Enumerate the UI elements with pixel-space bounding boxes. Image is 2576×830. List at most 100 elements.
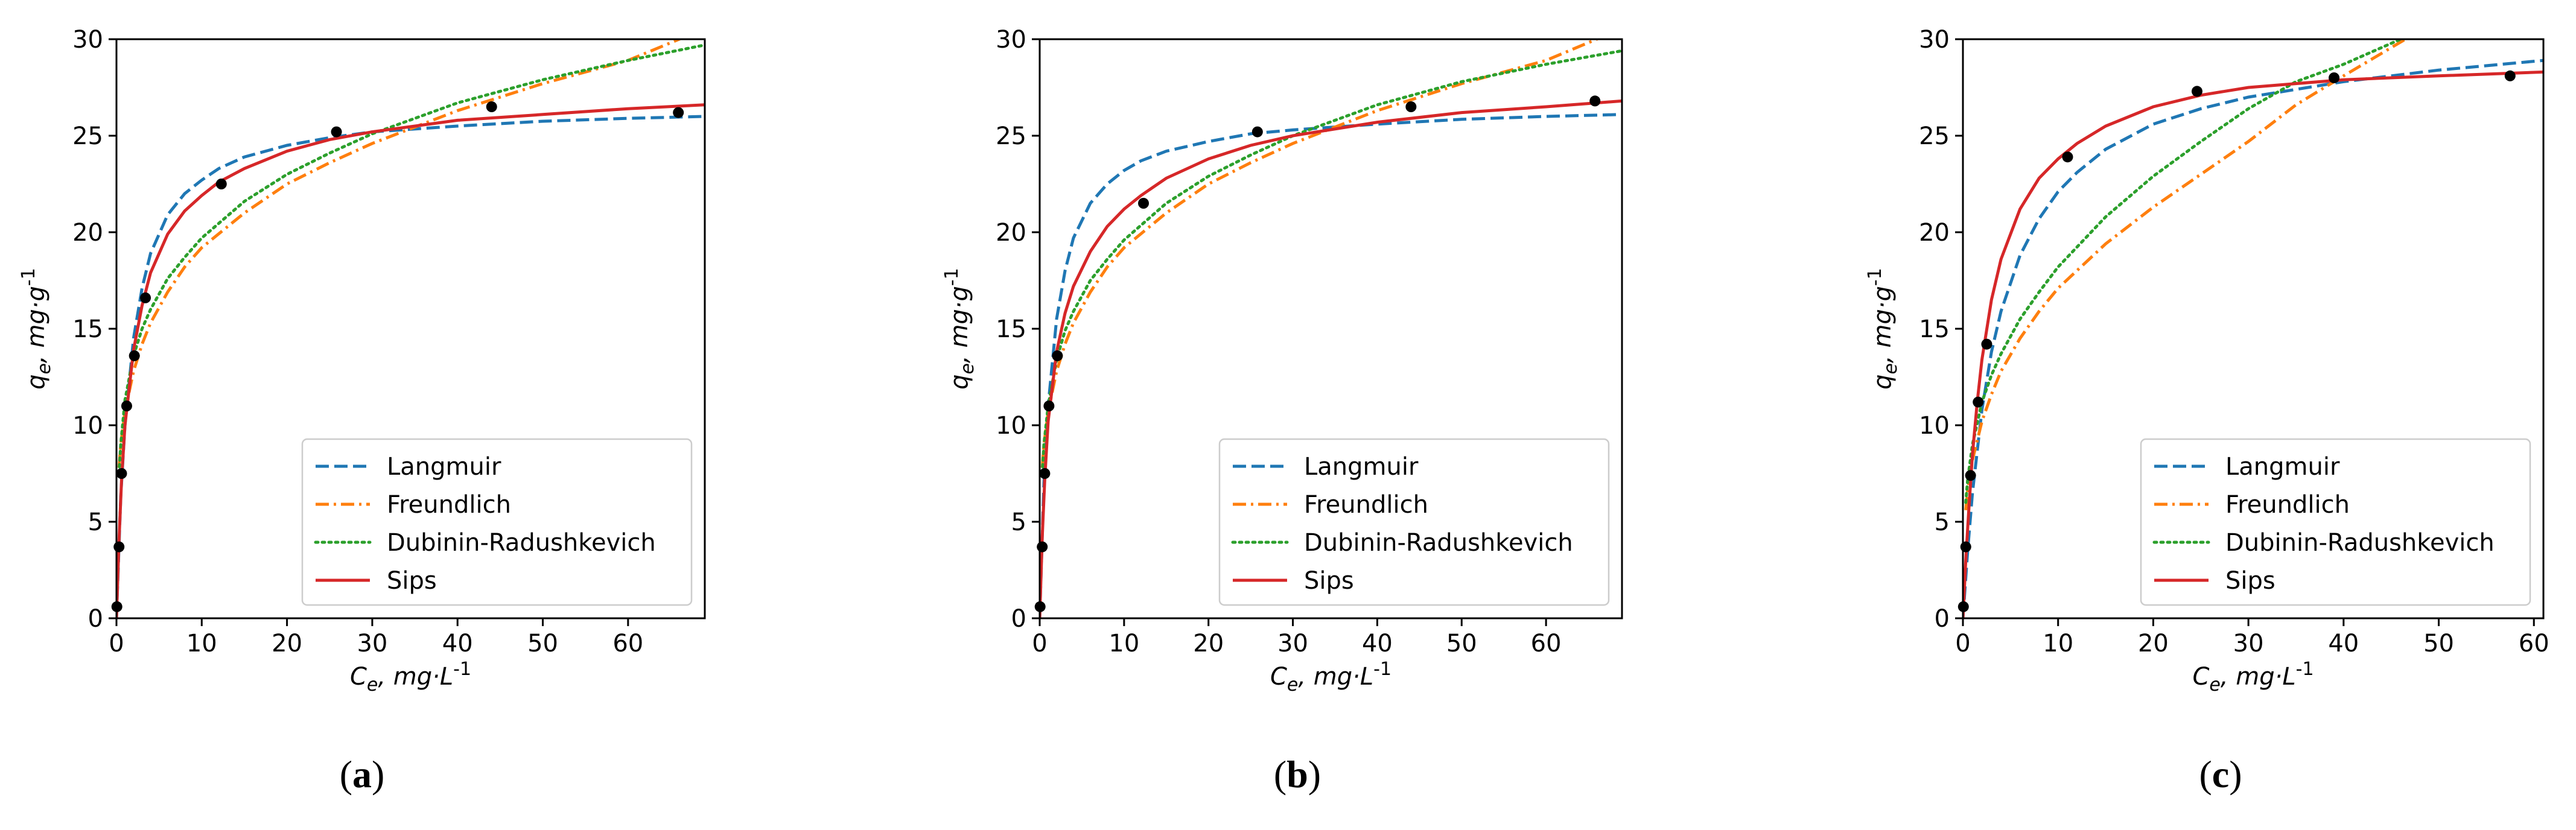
- y-axis-label: qe, mg·g-1: [1865, 268, 1901, 390]
- y-tick-label: 25: [1919, 122, 1950, 150]
- data-point: [116, 468, 127, 479]
- series-line-langmuir: [1963, 59, 2543, 618]
- legend-label: Langmuir: [1304, 453, 1419, 481]
- series-line-sips: [1040, 99, 1622, 618]
- legend-label: Freundlich: [1304, 491, 1428, 519]
- panel-label: (a): [340, 753, 385, 796]
- x-tick-label: 30: [357, 630, 387, 657]
- series-line-sips: [116, 103, 705, 618]
- data-point: [1251, 126, 1263, 138]
- legend-label: Sips: [1304, 567, 1354, 595]
- data-point: [2504, 70, 2516, 81]
- legend-box: [2140, 438, 2531, 606]
- y-tick-label: 25: [72, 122, 103, 150]
- x-tick-label: 40: [2328, 630, 2359, 657]
- x-tick-label: 20: [2138, 630, 2169, 657]
- x-tick-label: 10: [1108, 630, 1139, 657]
- data-point: [1138, 198, 1150, 209]
- x-axis-label: Ce, mg·L-1: [1270, 659, 1391, 695]
- data-point: [2329, 72, 2340, 83]
- series-line-sips: [1963, 70, 2543, 618]
- x-tick-label: 40: [1362, 630, 1393, 657]
- data-point: [1043, 401, 1055, 411]
- data-point: [1973, 396, 1984, 408]
- series-line-freundlich: [1040, 39, 1601, 468]
- legend-box: [1218, 438, 1610, 606]
- data-point: [1039, 468, 1051, 479]
- data-point: [121, 401, 132, 411]
- x-tick-label: 10: [186, 630, 217, 657]
- data-point: [1981, 338, 1992, 350]
- x-tick-label: 50: [1446, 630, 1477, 657]
- y-tick-label: 30: [72, 26, 103, 54]
- y-tick-label: 15: [72, 315, 103, 343]
- x-tick-label: 40: [442, 630, 473, 657]
- y-tick-label: 15: [1919, 315, 1950, 343]
- data-point: [129, 350, 140, 361]
- legend-label: Langmuir: [2225, 453, 2340, 481]
- x-tick-label: 30: [2233, 630, 2264, 657]
- data-point: [1965, 470, 1976, 481]
- data-point: [331, 126, 342, 138]
- panel-label: (c): [2199, 753, 2242, 796]
- x-tick-label: 10: [2043, 630, 2073, 657]
- series-line-langmuir: [1040, 113, 1622, 618]
- x-axis-label: Ce, mg·L-1: [350, 659, 471, 695]
- x-tick-label: 60: [1531, 630, 1562, 657]
- legend-box: [301, 438, 693, 606]
- y-tick-label: 30: [1919, 26, 1950, 54]
- y-axis-label: qe, mg·g-1: [941, 268, 978, 390]
- series-line-freundlich: [117, 39, 683, 468]
- x-tick-label: 20: [272, 630, 302, 657]
- x-tick-label: 50: [2423, 630, 2454, 657]
- series-line-dubinin-radushkevich: [1964, 39, 2402, 504]
- data-point: [140, 292, 151, 303]
- legend-label: Sips: [2225, 567, 2275, 595]
- data-point: [1589, 95, 1601, 107]
- y-tick-label: 10: [996, 412, 1026, 440]
- x-tick-label: 20: [1193, 630, 1224, 657]
- data-point: [673, 107, 684, 118]
- y-tick-label: 15: [996, 315, 1026, 343]
- series-line-dubinin-radushkevich: [117, 43, 705, 475]
- data-point: [215, 179, 227, 189]
- data-point: [1405, 101, 1417, 112]
- x-tick-label: 0: [109, 630, 124, 657]
- y-tick-label: 10: [1919, 412, 1950, 440]
- series-line-dubinin-radushkevich: [1040, 49, 1622, 475]
- data-point: [113, 541, 125, 553]
- y-tick-label: 0: [1935, 605, 1950, 633]
- data-point: [1037, 541, 1048, 553]
- x-axis-label: Ce, mg·L-1: [2192, 659, 2314, 695]
- legend-label: Sips: [387, 567, 437, 595]
- x-tick-label: 30: [1277, 630, 1308, 657]
- y-tick-label: 25: [996, 122, 1026, 150]
- legend-label: Dubinin-Radushkevich: [2225, 529, 2495, 557]
- y-axis-label: qe, mg·g-1: [18, 268, 55, 390]
- legend-label: Dubinin-Radushkevich: [1304, 529, 1573, 557]
- legend: Langmuir Freundlich Dubinin-Radushkevich Si…: [1218, 438, 1610, 606]
- x-tick-label: 50: [527, 630, 558, 657]
- data-point: [1052, 350, 1063, 361]
- data-point: [2062, 151, 2073, 163]
- legend-label: Langmuir: [387, 453, 501, 481]
- y-tick-label: 20: [996, 219, 1026, 247]
- legend-label: Dubinin-Radushkevich: [387, 529, 656, 557]
- x-tick-label: 60: [612, 630, 643, 657]
- legend: Langmuir Freundlich Dubinin-Radushkevich Si…: [301, 438, 693, 606]
- y-tick-label: 20: [1919, 219, 1950, 247]
- y-tick-label: 10: [72, 412, 103, 440]
- x-tick-label: 0: [1032, 630, 1047, 657]
- y-tick-label: 5: [1011, 508, 1026, 536]
- data-point: [486, 101, 497, 112]
- x-tick-label: 0: [1955, 630, 1970, 657]
- legend-label: Freundlich: [387, 491, 511, 519]
- y-tick-label: 5: [1935, 508, 1950, 536]
- x-tick-label: 60: [2519, 630, 2549, 657]
- y-tick-label: 0: [1011, 605, 1026, 633]
- data-point: [2191, 86, 2202, 97]
